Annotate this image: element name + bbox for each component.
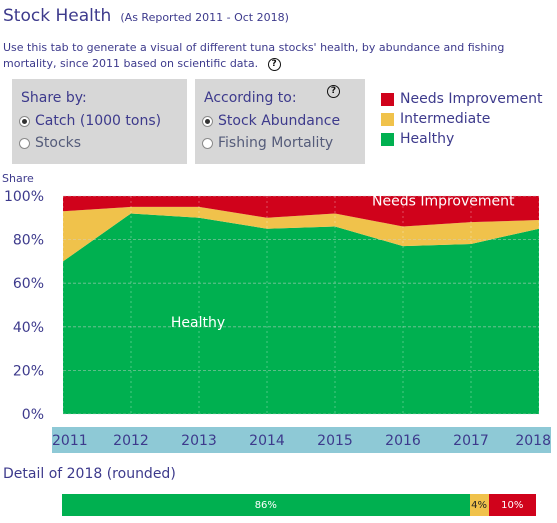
radio-selected-icon[interactable] bbox=[19, 115, 30, 127]
page-description: Use this tab to generate a visual of dif… bbox=[3, 41, 505, 70]
y-axis-title: Share bbox=[2, 172, 34, 185]
legend-swatch bbox=[381, 132, 394, 146]
x-tick-label: 2013 bbox=[181, 433, 217, 449]
area-series-needs-improvement[interactable] bbox=[63, 196, 539, 227]
detail-segment-label: 86% bbox=[254, 499, 277, 511]
x-tick-label: 2015 bbox=[317, 433, 353, 449]
detail-segment[interactable]: 4% bbox=[469, 494, 489, 516]
share-by-option-stocks[interactable]: Stocks bbox=[19, 135, 81, 151]
x-tick-label: 2018 bbox=[515, 433, 551, 449]
legend-label: Healthy bbox=[400, 131, 455, 147]
share-by-option-label: Stocks bbox=[35, 135, 82, 151]
detail-segment[interactable]: 86% bbox=[62, 494, 470, 516]
radio-unselected-icon[interactable] bbox=[202, 137, 213, 149]
x-tick-label: 2016 bbox=[385, 433, 421, 449]
legend-item-needs-improvement[interactable]: Needs Improvement bbox=[381, 89, 543, 109]
y-tick-label: 100% bbox=[4, 189, 44, 205]
y-tick-label: 0% bbox=[22, 407, 44, 423]
help-icon[interactable]: ? bbox=[267, 57, 281, 71]
detail-stacked-bar[interactable]: 86% 4% 10% bbox=[62, 494, 536, 516]
y-tick-label: 80% bbox=[13, 233, 44, 249]
share-by-title: Share by: bbox=[21, 90, 87, 106]
chart-legend: Needs Improvement Intermediate Healthy bbox=[381, 89, 543, 149]
page-title: Stock Health bbox=[3, 6, 112, 26]
according-to-option-label: Fishing Mortality bbox=[218, 135, 334, 151]
according-to-option-label: Stock Abundance bbox=[218, 113, 341, 129]
detail-title: Detail of 2018 (rounded) bbox=[3, 466, 176, 482]
according-to-panel: According to: ? Stock Abundance Fishing … bbox=[195, 79, 365, 164]
x-tick-label: 2012 bbox=[113, 433, 149, 449]
y-tick-label: 60% bbox=[13, 276, 44, 292]
radio-selected-icon[interactable] bbox=[202, 115, 213, 127]
share-by-option-label: Catch (1000 tons) bbox=[35, 113, 162, 129]
legend-item-intermediate[interactable]: Intermediate bbox=[381, 109, 543, 129]
stacked-area-chart[interactable]: Share 0% 20% 40% 60% 80% 100% 2011 2012 2013 2014 2… bbox=[0, 170, 557, 455]
y-tick-label: 40% bbox=[13, 320, 44, 336]
according-to-title: According to: bbox=[204, 90, 297, 106]
share-by-option-catch[interactable]: Catch (1000 tons) bbox=[19, 113, 161, 129]
page-description-block: Use this tab to generate a visual of dif… bbox=[3, 40, 523, 72]
annotation-needs-improvement: Needs Improvement bbox=[372, 194, 515, 210]
radio-unselected-icon[interactable] bbox=[19, 137, 30, 149]
legend-label: Intermediate bbox=[400, 111, 491, 127]
share-by-panel: Share by: Catch (1000 tons) Stocks bbox=[12, 79, 187, 164]
annotation-healthy: Healthy bbox=[171, 315, 225, 331]
legend-swatch bbox=[381, 112, 394, 126]
x-axis-band bbox=[52, 427, 551, 453]
y-tick-label: 20% bbox=[13, 363, 44, 379]
area-series-intermediate[interactable] bbox=[63, 206, 539, 262]
x-tick-label: 2014 bbox=[249, 433, 285, 449]
detail-segment[interactable]: 10% bbox=[488, 494, 536, 516]
legend-item-healthy[interactable]: Healthy bbox=[381, 129, 543, 149]
according-to-option-mortality[interactable]: Fishing Mortality bbox=[202, 135, 333, 151]
page-subtitle: (As Reported 2011 - Oct 2018) bbox=[120, 11, 289, 24]
x-tick-label: 2011 bbox=[52, 433, 88, 449]
detail-segment-label: 4% bbox=[471, 499, 488, 511]
area-series-healthy[interactable] bbox=[63, 213, 539, 414]
page-title-block: Stock Health (As Reported 2011 - Oct 201… bbox=[3, 6, 289, 26]
x-tick-label: 2017 bbox=[453, 433, 489, 449]
detail-segment-label: 10% bbox=[501, 499, 524, 511]
legend-swatch bbox=[381, 92, 394, 106]
according-to-option-abundance[interactable]: Stock Abundance bbox=[202, 113, 340, 129]
help-icon[interactable]: ? bbox=[327, 85, 340, 98]
legend-label: Needs Improvement bbox=[400, 91, 543, 107]
